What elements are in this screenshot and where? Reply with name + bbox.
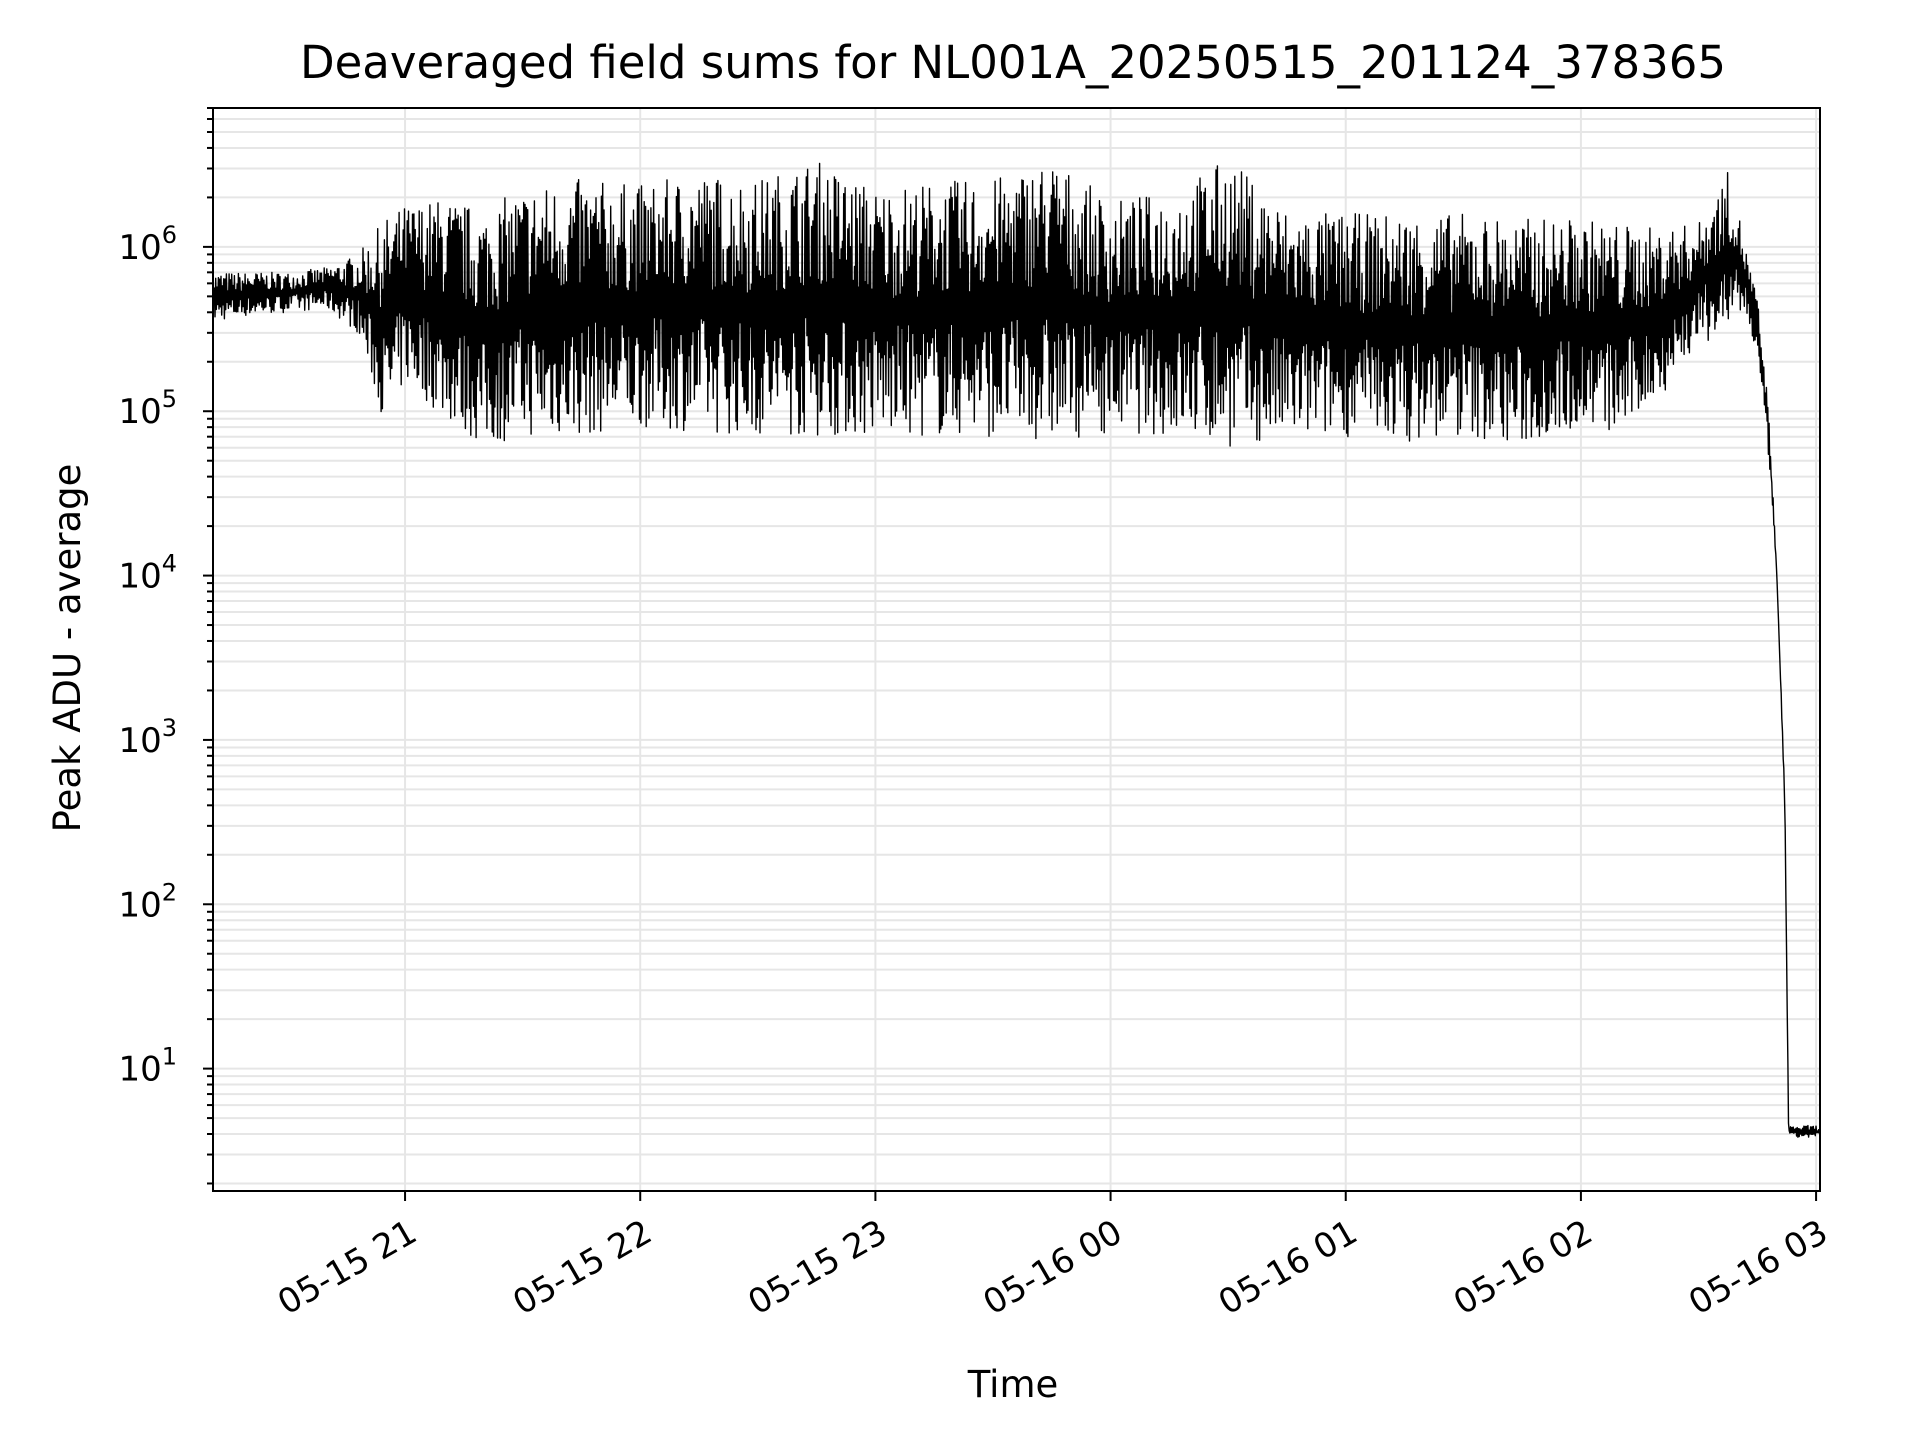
y-tick-label: 106: [118, 221, 177, 268]
plot-frame: [212, 107, 1821, 1192]
data-series: [212, 162, 1821, 1138]
series-line: [212, 162, 1821, 1138]
x-axis-label: Time: [967, 1363, 1059, 1406]
chart-title: Deaveraged field sums for NL001A_2025051…: [300, 36, 1726, 89]
y-tick-label: 103: [118, 714, 177, 761]
y-tick-label: 105: [118, 385, 177, 432]
y-tick-label: 104: [118, 550, 177, 597]
y-axis-label: Peak ADU - average: [46, 464, 89, 833]
y-tick-label: 102: [118, 878, 177, 925]
y-tick-label: 101: [118, 1043, 177, 1090]
